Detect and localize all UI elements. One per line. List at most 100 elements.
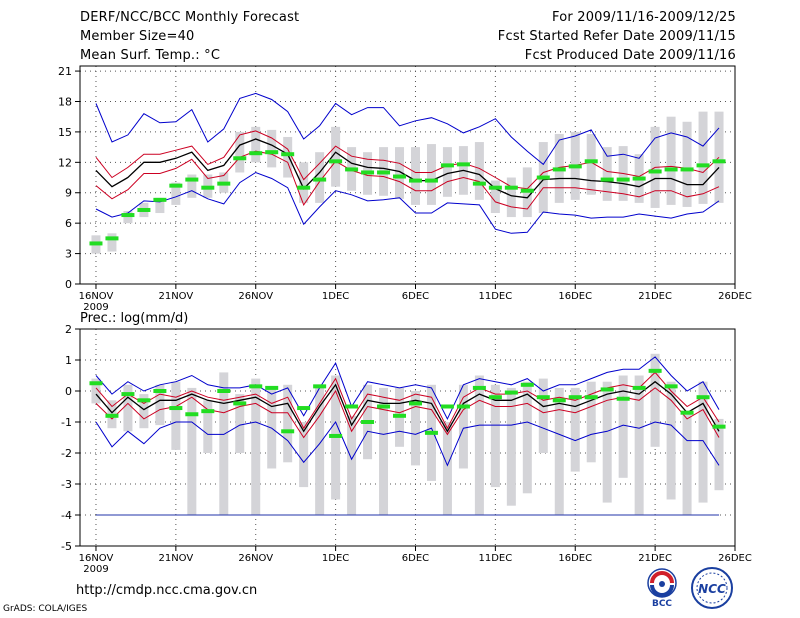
prec-climo-marker: [680, 410, 694, 415]
prec-x-tick-label: 21NOV: [158, 553, 193, 564]
prec-climo-marker: [345, 404, 359, 409]
temp-range-bar: [682, 121, 692, 207]
temp-series-max: [95, 92, 720, 166]
prec-y-tick-label: -1: [61, 416, 72, 429]
prec-range-bar: [283, 384, 293, 463]
temp-climo-marker: [217, 181, 231, 186]
prec-y-tick-label: -5: [61, 540, 72, 553]
temp-climo-marker: [361, 170, 375, 175]
forecast-period: For 2009/11/16-2009/12/25: [552, 10, 736, 25]
temp-climo-marker: [377, 170, 391, 175]
prec-panel-title: Prec.: log(mm/d): [80, 311, 188, 326]
temp-climo-marker: [440, 163, 454, 168]
temp-x-tick-label: 26DEC: [718, 291, 752, 302]
prec-range-bar: [203, 400, 213, 453]
temp-climo-marker: [456, 162, 470, 167]
temp-x-tick-label: 16DEC: [558, 291, 592, 302]
temp-frame: [79, 65, 736, 285]
prec-series-min: [95, 421, 720, 467]
source-url[interactable]: http://cmdp.ncc.cma.gov.cn: [76, 583, 258, 598]
temp-climo-marker: [616, 177, 630, 182]
prec-range-bar: [570, 387, 580, 472]
prec-range-bar: [554, 387, 564, 515]
prec-climo-marker: [281, 429, 295, 434]
prec-range-bar: [602, 381, 612, 503]
prec-panel: -5 -4 -3 -2 -1 0 1 2 16NOV 21NOV 26NOV 1DEC 6DEC 11DE…: [61, 311, 752, 575]
temp-range-bar: [506, 177, 516, 218]
prec-climo-marker: [504, 390, 518, 395]
prec-climo-marker: [153, 389, 167, 393]
temp-climo-marker: [201, 185, 215, 190]
prec-range-bar: [235, 394, 245, 453]
temp-range-bar: [315, 152, 325, 203]
temp-y-tick-label: 15: [58, 126, 72, 139]
prec-climo-marker: [456, 404, 470, 409]
prec-x-tick-label: 26DEC: [718, 553, 752, 564]
prec-climo-marker: [137, 398, 151, 403]
temp-x-tick-label: 6DEC: [402, 291, 429, 302]
prec-range-bar: [91, 378, 101, 404]
prec-climo-marker: [488, 395, 502, 400]
temp-x-tick-label: 21DEC: [638, 291, 672, 302]
prec-x-tick-label: 16DEC: [558, 553, 592, 564]
temp-range-bar: [602, 147, 612, 201]
temp-climo-marker: [552, 167, 566, 172]
temp-climo-marker: [488, 185, 502, 190]
prec-range-bar: [474, 375, 484, 515]
temp-climo-marker: [424, 178, 438, 183]
temp-y-tick-label: 18: [58, 95, 72, 108]
prec-range-bar: [490, 384, 500, 488]
temp-y-tick-label: 0: [65, 278, 72, 291]
temp-panel: 0 3 6 9 12 15 18 21 16NOV 21NOV 26NOV 1DEC 6DEC 11DEC…: [58, 65, 752, 313]
temp-climo-marker: [329, 159, 343, 164]
temp-range-bar: [474, 142, 484, 200]
temp-year-label: 2009: [83, 302, 108, 313]
temp-range-bar: [107, 233, 117, 252]
temp-climo-marker: [600, 177, 614, 182]
prec-climo-marker: [440, 404, 454, 409]
member-size-label: Member Size=40: [80, 29, 195, 44]
prec-climo-marker: [632, 385, 646, 390]
prec-y-tick-label: 2: [65, 323, 72, 336]
temp-series-upper: [95, 130, 720, 190]
temp-climo-marker: [169, 183, 183, 188]
prec-range-bar: [187, 387, 197, 515]
prec-range-bar: [538, 378, 548, 453]
ncc-logo-text: NCC: [698, 582, 726, 596]
forecast-produced-date: Fcst Produced Date 2009/11/16: [524, 48, 736, 63]
prec-range-bar: [315, 387, 325, 515]
temp-climo-marker: [520, 188, 534, 193]
temp-climo-marker: [345, 167, 359, 172]
temp-range-bar: [714, 111, 724, 203]
temp-climo-marker: [249, 151, 263, 156]
temp-series-lower: [95, 150, 720, 210]
temp-climo-marker: [297, 185, 311, 190]
prec-climo-marker: [568, 395, 582, 400]
temp-range-bar: [235, 131, 245, 173]
temp-climo-marker: [137, 207, 151, 212]
ncc-logo: NCC: [691, 567, 733, 609]
temp-range-bar: [187, 174, 197, 198]
prec-climo-marker: [249, 384, 263, 389]
prec-frame: [79, 328, 736, 547]
prec-climo-marker: [584, 395, 598, 400]
temp-climo-marker: [584, 159, 598, 164]
prec-range-bar: [171, 381, 181, 450]
temp-y-tick-label: 6: [65, 217, 72, 230]
prec-range-bar: [379, 387, 389, 515]
prec-range-bar: [155, 384, 165, 426]
prec-climo-marker: [105, 413, 119, 418]
temp-x-tick-label: 26NOV: [238, 291, 273, 302]
prec-climo-marker: [361, 420, 375, 424]
temp-climo-marker: [680, 167, 694, 172]
prec-range-bar: [251, 378, 261, 515]
prec-climo-marker: [536, 395, 550, 400]
prec-range-bar: [219, 372, 229, 515]
prec-climo-marker: [408, 401, 422, 406]
prec-range-bar: [442, 422, 452, 515]
temp-climo-marker: [121, 213, 135, 218]
temp-y-tick-label: 21: [58, 65, 72, 78]
chart-title: DERF/NCC/BCC Monthly Forecast: [80, 10, 300, 25]
prec-range-bar: [347, 415, 357, 515]
